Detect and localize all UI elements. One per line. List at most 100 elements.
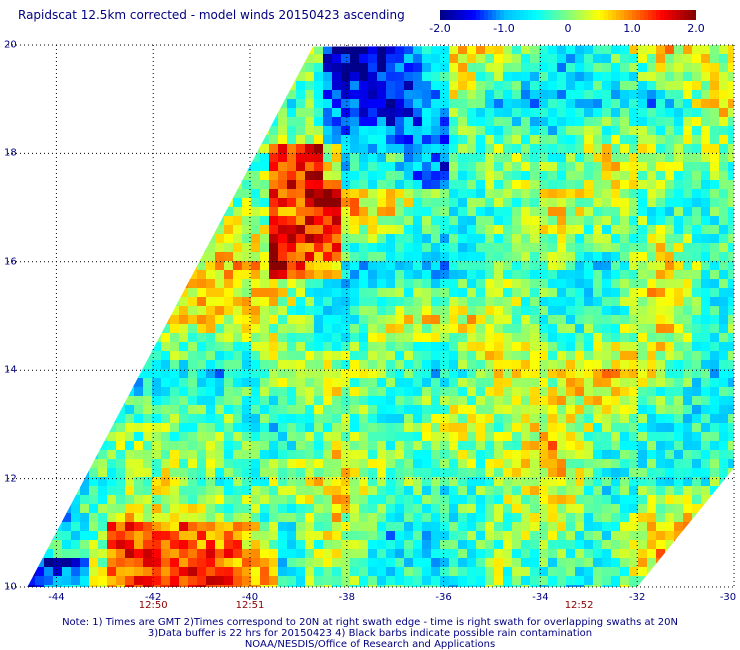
wind-cell [359,459,369,469]
wind-cell [107,540,117,550]
wind-cell [584,549,594,559]
wind-cell [728,189,735,199]
wind-cell [530,243,540,253]
wind-cell [593,306,603,316]
wind-cell [224,279,234,289]
wind-cell [440,405,450,415]
wind-cell [350,225,360,235]
wind-cell [692,135,702,145]
wind-cell [296,297,306,307]
wind-cell [656,549,666,559]
wind-cell [107,423,117,433]
wind-cell [449,135,459,145]
wind-cell [395,432,405,442]
wind-cell [179,261,189,271]
wind-cell [728,342,735,352]
wind-cell [458,63,468,73]
wind-cell [296,306,306,316]
wind-cell [674,288,684,298]
colorbar-step [604,10,609,20]
wind-cell [116,306,126,316]
wind-cell [530,297,540,307]
wind-cell [269,486,279,496]
wind-cell [557,441,567,451]
wind-cell [449,585,459,587]
wind-cell [395,171,405,181]
wind-cell [557,54,567,64]
wind-cell [314,288,324,298]
wind-cell [719,108,729,118]
wind-cell [161,189,171,199]
wind-cell [8,459,18,469]
wind-cell [377,279,387,289]
wind-cell [557,72,567,82]
wind-cell [17,81,27,91]
wind-cell [602,522,612,532]
wind-cell [269,549,279,559]
wind-cell [89,171,99,181]
wind-cell [530,252,540,262]
wind-cell [485,306,495,316]
wind-cell [188,333,198,343]
wind-cell [161,360,171,370]
wind-cell [422,423,432,433]
wind-cell [503,117,513,127]
wind-cell [458,450,468,460]
wind-cell [512,297,522,307]
wind-cell [458,531,468,541]
wind-cell [98,342,108,352]
wind-cell [143,585,153,587]
wind-cell [530,126,540,136]
wind-cell [710,45,720,55]
wind-cell [179,414,189,424]
wind-cell [701,153,711,163]
wind-cell [503,567,513,577]
wind-cell [224,45,234,55]
wind-cell [503,243,513,253]
wind-cell [620,171,630,181]
wind-cell [287,531,297,541]
wind-cell [27,279,36,289]
wind-cell [170,162,180,172]
wind-cell [377,270,387,280]
wind-cell [368,441,378,451]
wind-cell [422,207,432,217]
wind-cell [233,288,243,298]
wind-cell [152,351,162,361]
wind-cell [620,117,630,127]
wind-cell [638,135,648,145]
wind-cell [422,351,432,361]
wind-cell [521,423,531,433]
wind-cell [629,324,639,334]
wind-cell [179,315,189,325]
wind-cell [323,135,333,145]
wind-cell [143,549,153,559]
wind-cell [476,432,486,442]
wind-cell [89,486,99,496]
wind-cell [377,234,387,244]
wind-cell [206,504,216,514]
wind-cell [89,324,99,334]
wind-cell [80,504,90,514]
wind-cell [521,270,531,280]
wind-cell [674,360,684,370]
wind-cell [404,126,414,136]
wind-cell [287,234,297,244]
wind-cell [134,360,144,370]
wind-cell [422,234,432,244]
wind-cell [188,144,198,154]
wind-cell [161,279,171,289]
wind-cell [53,549,63,559]
wind-cell [269,495,279,505]
wind-cell [80,558,90,568]
wind-cell [341,90,351,100]
wind-cell [557,378,567,388]
wind-cell [656,432,666,442]
wind-cell [467,243,477,253]
wind-cell [530,135,540,145]
wind-cell [107,405,117,415]
wind-cell [449,279,459,289]
wind-cell [404,54,414,64]
colorbar-step [680,10,685,20]
wind-cell [521,306,531,316]
